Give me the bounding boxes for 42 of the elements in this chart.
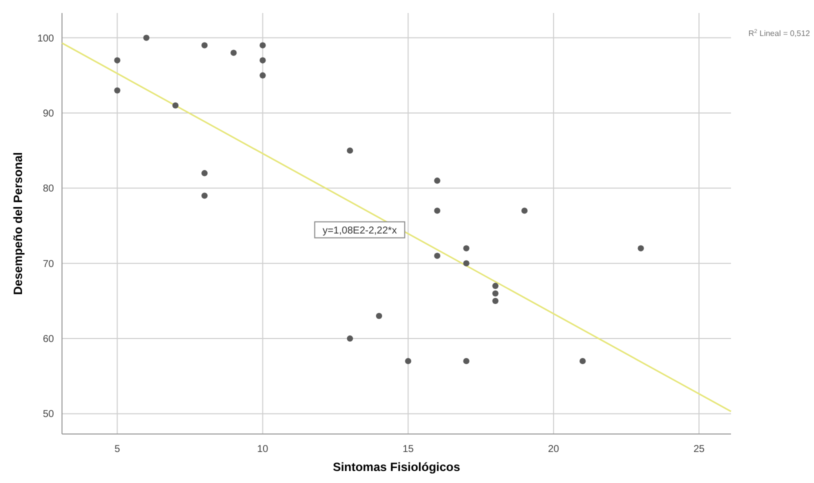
y-tick-label: 100 — [37, 33, 54, 44]
point — [376, 312, 382, 320]
point — [434, 178, 440, 184]
x-tick-label: 20 — [548, 444, 560, 455]
y-tick-label: 60 — [42, 334, 54, 346]
point — [260, 42, 266, 48]
y-tick-label: 70 — [42, 258, 54, 270]
point — [201, 42, 208, 48]
text: R$^{2}$ Lineal = 0,512 — [748, 28, 811, 38]
point — [201, 192, 208, 199]
point — [143, 34, 150, 41]
point — [492, 298, 498, 304]
point — [230, 50, 237, 56]
point — [492, 290, 498, 296]
point — [346, 147, 354, 154]
annotation: y=1,08E2-2,22*x — [322, 225, 397, 236]
y-tick-label: 80 — [42, 184, 54, 195]
y-tick-label: 50 — [42, 409, 54, 420]
point — [114, 57, 120, 64]
point — [463, 245, 470, 252]
point — [114, 87, 120, 94]
point — [463, 260, 470, 266]
point — [260, 72, 266, 78]
y-axis-title: Desempeño del Personal — [11, 152, 25, 295]
point — [492, 282, 498, 289]
x-tick-label: 10 — [257, 444, 269, 455]
point — [521, 208, 528, 214]
point — [638, 245, 644, 252]
x-axis-title: Sintomas Fisiológicos — [332, 460, 460, 474]
point — [580, 358, 586, 364]
point — [346, 335, 354, 342]
point — [405, 358, 412, 364]
point — [434, 208, 440, 214]
x-tick-label: 15 — [402, 444, 414, 455]
point — [172, 102, 179, 109]
x-tick-label: 5 — [114, 444, 120, 455]
point — [201, 170, 208, 176]
point — [260, 57, 266, 64]
x-tick-label: 25 — [693, 444, 706, 455]
point — [434, 252, 440, 259]
y-tick-label: 90 — [42, 108, 54, 120]
point — [463, 358, 470, 364]
